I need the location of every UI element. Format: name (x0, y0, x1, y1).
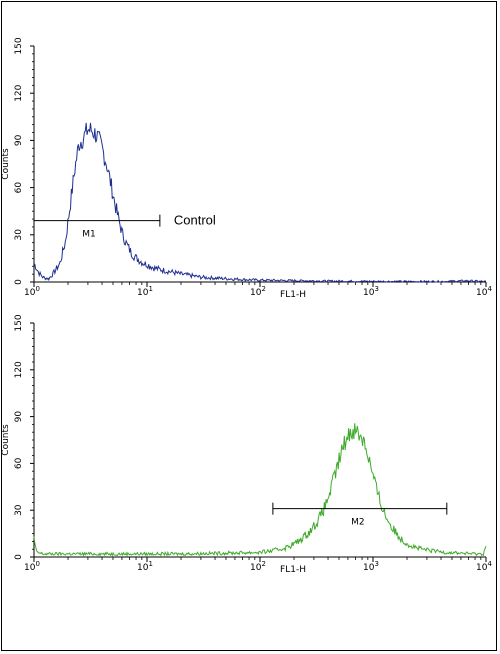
x-tick-label: 102 (250, 560, 266, 573)
x-tick-label: 104 (476, 285, 492, 298)
y-tick-label: 30 (14, 229, 24, 241)
sample-label: Control (174, 213, 216, 228)
y-tick-label: 120 (14, 84, 24, 101)
histogram-series-line (33, 423, 487, 557)
y-tick-label: 90 (14, 411, 24, 423)
y-tick-label: 60 (14, 182, 24, 194)
y-tick-label: 0 (14, 554, 24, 560)
gate-marker-label: M1 (82, 230, 96, 240)
gate-marker-label: M2 (351, 518, 365, 528)
x-tick-label: 100 (24, 285, 40, 298)
y-tick-label: 150 (14, 314, 24, 331)
histogram-panel-1: 0 30 60 90 120 150 Counts 100 101 102 103 104 FL1-H M… (1, 37, 492, 300)
x-axis-label: FL1-H (280, 290, 306, 300)
x-tick-label: 103 (363, 285, 379, 298)
y-tick-label: 30 (14, 504, 24, 516)
x-tick-label: 101 (137, 560, 153, 573)
y-tick-label: 60 (14, 457, 24, 469)
y-tick-label: 150 (14, 37, 24, 54)
x-tick-label: 104 (476, 560, 492, 573)
histogram-panel-2: 0 30 60 90 120 150 Counts 100 101 102 103 104 FL1-H M… (1, 314, 492, 575)
y-tick-label: 90 (14, 134, 24, 146)
x-tick-label: 102 (250, 285, 266, 298)
x-tick-label: 101 (137, 285, 153, 298)
y-tick-label: 120 (14, 361, 24, 378)
y-axis-label: Counts (1, 424, 11, 456)
y-tick-label: 0 (14, 279, 24, 285)
x-tick-label: 100 (24, 560, 40, 573)
x-tick-label: 103 (363, 560, 379, 573)
histogram-series-line (33, 122, 487, 283)
x-axis-label: FL1-H (280, 565, 306, 575)
y-axis-label: Counts (1, 148, 11, 180)
